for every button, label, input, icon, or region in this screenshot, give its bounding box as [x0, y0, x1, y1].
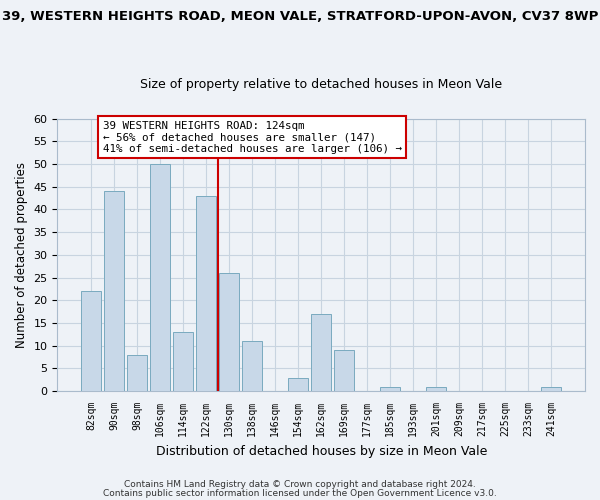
Bar [196, 196, 216, 391]
Text: 39, WESTERN HEIGHTS ROAD, MEON VALE, STRATFORD-UPON-AVON, CV37 8WP: 39, WESTERN HEIGHTS ROAD, MEON VALE, STR… [2, 10, 598, 23]
Bar [380, 386, 400, 391]
Title: Size of property relative to detached houses in Meon Vale: Size of property relative to detached ho… [140, 78, 502, 91]
Bar [82, 291, 101, 391]
Bar [220, 273, 239, 391]
Text: 39 WESTERN HEIGHTS ROAD: 124sqm
← 56% of detached houses are smaller (147)
41% o: 39 WESTERN HEIGHTS ROAD: 124sqm ← 56% of… [103, 121, 401, 154]
Bar [127, 355, 147, 391]
Bar [289, 378, 308, 391]
Bar [173, 332, 193, 391]
Bar [334, 350, 354, 391]
Bar [242, 341, 262, 391]
Text: Contains HM Land Registry data © Crown copyright and database right 2024.: Contains HM Land Registry data © Crown c… [124, 480, 476, 489]
Y-axis label: Number of detached properties: Number of detached properties [15, 162, 28, 348]
X-axis label: Distribution of detached houses by size in Meon Vale: Distribution of detached houses by size … [155, 444, 487, 458]
Bar [427, 386, 446, 391]
Text: Contains public sector information licensed under the Open Government Licence v3: Contains public sector information licen… [103, 490, 497, 498]
Bar [311, 314, 331, 391]
Bar [151, 164, 170, 391]
Bar [541, 386, 561, 391]
Bar [104, 192, 124, 391]
